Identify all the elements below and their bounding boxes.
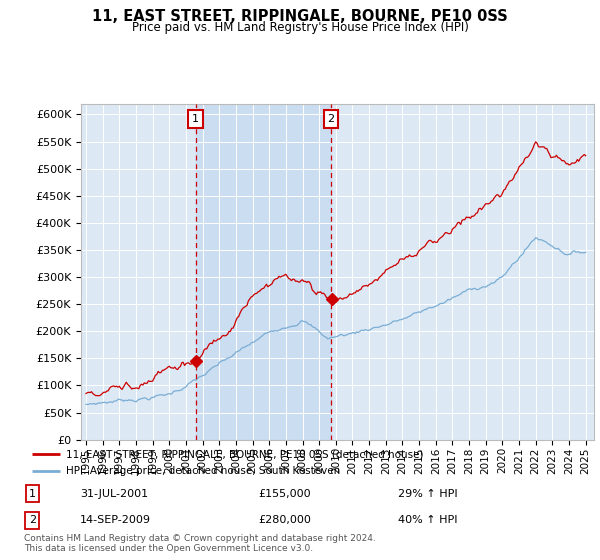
Bar xyxy=(196,104,331,440)
Text: 2: 2 xyxy=(29,515,36,525)
Text: Price paid vs. HM Land Registry's House Price Index (HPI): Price paid vs. HM Land Registry's House … xyxy=(131,21,469,34)
Text: Contains HM Land Registry data © Crown copyright and database right 2024.
This d: Contains HM Land Registry data © Crown c… xyxy=(24,534,376,553)
Text: 31-JUL-2001: 31-JUL-2001 xyxy=(80,489,148,499)
Text: £280,000: £280,000 xyxy=(259,515,311,525)
Text: £155,000: £155,000 xyxy=(259,489,311,499)
Text: 1: 1 xyxy=(192,114,199,124)
Text: 11, EAST STREET, RIPPINGALE, BOURNE, PE10 0SS: 11, EAST STREET, RIPPINGALE, BOURNE, PE1… xyxy=(92,9,508,24)
Text: 11, EAST STREET, RIPPINGALE, BOURNE, PE10 0SS (detached house): 11, EAST STREET, RIPPINGALE, BOURNE, PE1… xyxy=(66,449,424,459)
Text: 1: 1 xyxy=(29,489,36,499)
Text: 29% ↑ HPI: 29% ↑ HPI xyxy=(398,489,457,499)
Text: 14-SEP-2009: 14-SEP-2009 xyxy=(80,515,151,525)
Text: 2: 2 xyxy=(328,114,335,124)
Text: HPI: Average price, detached house, South Kesteven: HPI: Average price, detached house, Sout… xyxy=(66,466,340,477)
Text: 40% ↑ HPI: 40% ↑ HPI xyxy=(398,515,457,525)
